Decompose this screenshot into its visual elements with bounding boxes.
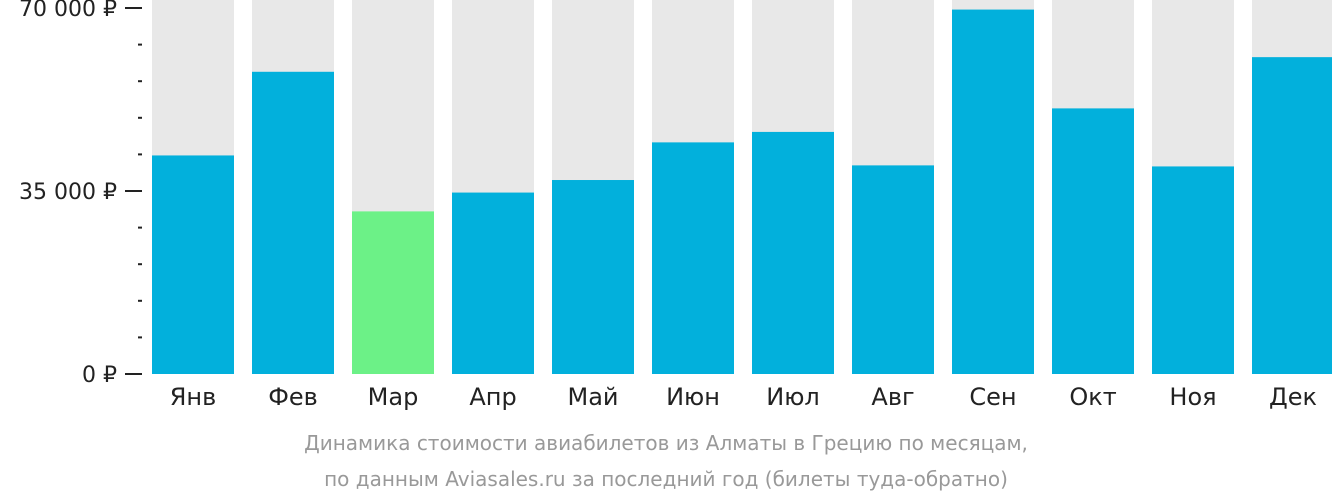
x-tick-label-10: Ноя	[1169, 383, 1216, 411]
bar-1	[252, 71, 334, 374]
x-tick-label-3: Апр	[469, 383, 516, 411]
y-tick-label-2: 70 000 ₽	[19, 0, 117, 22]
y-tick-label-0: 0 ₽	[82, 363, 117, 388]
y-axis: 0 ₽ 35 000 ₽ 70 000 ₽	[19, 0, 142, 388]
x-tick-label-6: Июл	[766, 383, 820, 411]
x-tick-label-7: Авг	[871, 383, 914, 411]
x-tick-label-4: Май	[567, 383, 618, 411]
x-tick-label-9: Окт	[1069, 383, 1116, 411]
bar-4	[552, 180, 634, 374]
x-tick-label-2: Мар	[368, 383, 419, 411]
x-tick-label-8: Сен	[969, 383, 1016, 411]
x-axis-labels: Янв Фев Мар Апр Май Июн Июл Авг Сен Окт Ноя Дек	[170, 383, 1317, 411]
bar-0	[152, 155, 234, 374]
x-tick-label-5: Июн	[666, 383, 720, 411]
bar-10	[1152, 166, 1234, 374]
x-tick-label-1: Фев	[268, 383, 318, 411]
x-tick-label-0: Янв	[170, 383, 217, 411]
y-tick-label-1: 35 000 ₽	[19, 180, 117, 205]
bar-6	[752, 131, 834, 374]
bar-8	[952, 9, 1034, 374]
bar-5	[652, 142, 734, 374]
bar-7	[852, 165, 934, 374]
price-bars	[152, 9, 1332, 375]
x-tick-label-11: Дек	[1269, 383, 1317, 411]
bar-9	[1052, 108, 1134, 374]
chart-caption-line-2: по данным Aviasales.ru за последний год …	[324, 467, 1008, 491]
chart-caption-line-1: Динамика стоимости авиабилетов из Алматы…	[304, 431, 1028, 455]
bar-2	[352, 211, 434, 374]
bar-11	[1252, 57, 1332, 375]
bar-3	[452, 192, 534, 374]
